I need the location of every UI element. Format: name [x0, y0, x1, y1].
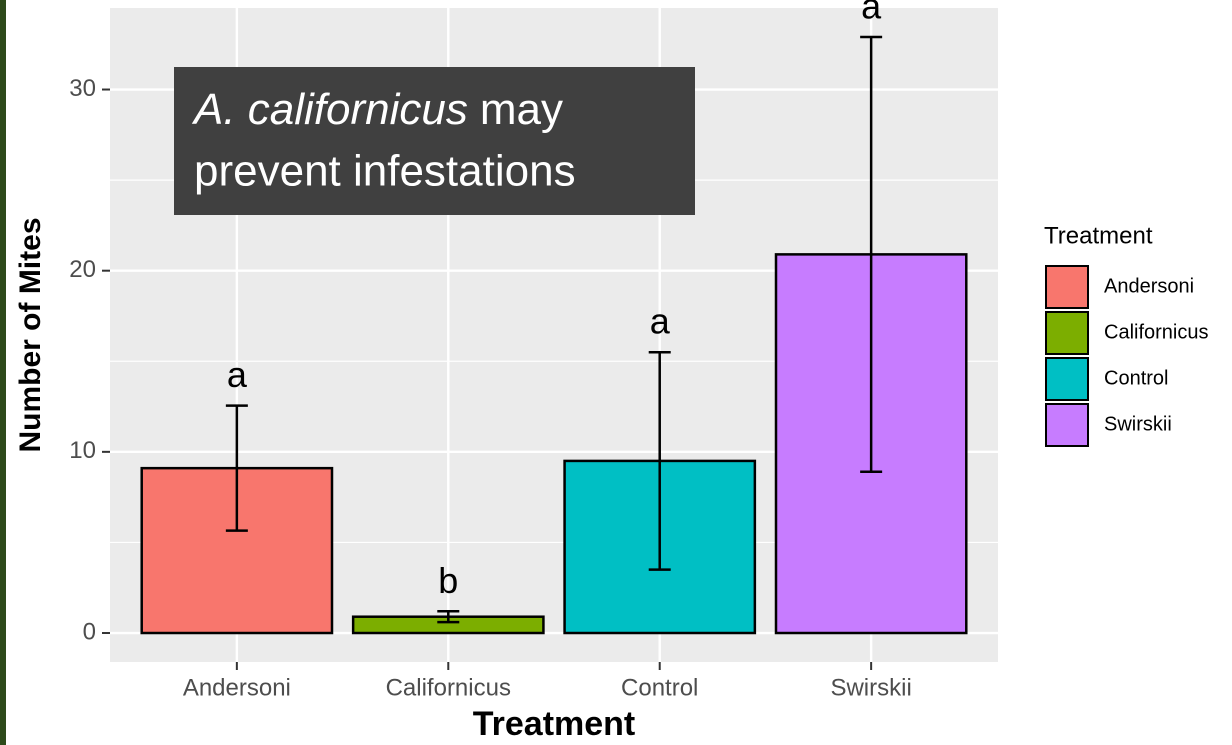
significance-letter: a: [650, 301, 671, 342]
legend-key: [1045, 357, 1089, 401]
y-tick-label: 30: [69, 75, 96, 102]
y-tick-label: 0: [83, 618, 96, 645]
legend-label: Control: [1104, 367, 1168, 389]
x-tick-label: Andersoni: [183, 674, 291, 701]
y-tick-label: 20: [69, 256, 96, 283]
legend-label: Andersoni: [1104, 275, 1194, 297]
legend-key: [1045, 403, 1089, 447]
y-tick-label: 10: [69, 437, 96, 464]
y-axis-title: Number of Mites: [14, 217, 47, 452]
legend-title: Treatment: [1044, 222, 1153, 249]
x-tick-label: Californicus: [386, 674, 511, 701]
annotation-line1: A. californicus may: [191, 85, 563, 134]
annotation-text: may: [480, 85, 563, 134]
x-axis-title: Treatment: [473, 705, 636, 743]
legend-key: [1045, 265, 1089, 309]
marks: a b a a: [140, 0, 968, 635]
left-border: [0, 0, 6, 745]
legend-key: [1045, 311, 1089, 355]
legend-label: Swirskii: [1104, 413, 1172, 435]
annotation-box: [174, 67, 695, 215]
x-tick-label: Swirskii: [830, 674, 911, 701]
x-tick-label: Control: [621, 674, 698, 701]
significance-letter: a: [227, 354, 248, 395]
significance-letter: a: [861, 0, 882, 27]
annotation-line2: prevent infestations: [194, 147, 576, 196]
annotation-italic: A. californicus: [191, 85, 468, 134]
legend-label: Californicus: [1104, 321, 1208, 343]
significance-letter: b: [438, 560, 458, 601]
